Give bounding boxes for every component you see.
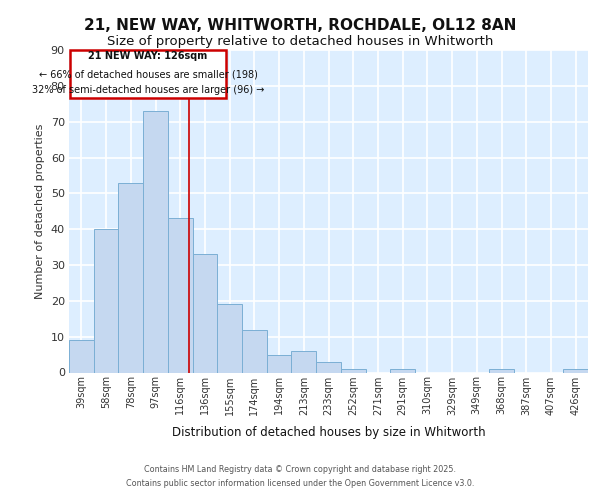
X-axis label: Distribution of detached houses by size in Whitworth: Distribution of detached houses by size …	[172, 426, 485, 439]
Bar	[168, 218, 193, 372]
Bar	[118, 182, 143, 372]
Bar	[217, 304, 242, 372]
Bar	[94, 229, 118, 372]
Bar	[341, 369, 365, 372]
Bar	[563, 369, 588, 372]
Bar	[489, 369, 514, 372]
Bar	[390, 369, 415, 372]
Bar	[316, 362, 341, 372]
Bar	[70, 50, 226, 98]
Text: 21 NEW WAY: 126sqm: 21 NEW WAY: 126sqm	[88, 52, 208, 62]
Bar	[267, 354, 292, 372]
Text: 32% of semi-detached houses are larger (96) →: 32% of semi-detached houses are larger (…	[32, 86, 264, 96]
Bar	[69, 340, 94, 372]
Bar	[193, 254, 217, 372]
Bar	[242, 330, 267, 372]
Text: ← 66% of detached houses are smaller (198): ← 66% of detached houses are smaller (19…	[38, 69, 257, 79]
Text: 21, NEW WAY, WHITWORTH, ROCHDALE, OL12 8AN: 21, NEW WAY, WHITWORTH, ROCHDALE, OL12 8…	[84, 18, 516, 32]
Bar	[143, 111, 168, 372]
Y-axis label: Number of detached properties: Number of detached properties	[35, 124, 45, 299]
Text: Contains HM Land Registry data © Crown copyright and database right 2025.
Contai: Contains HM Land Registry data © Crown c…	[126, 466, 474, 487]
Text: Size of property relative to detached houses in Whitworth: Size of property relative to detached ho…	[107, 35, 493, 48]
Bar	[292, 351, 316, 372]
